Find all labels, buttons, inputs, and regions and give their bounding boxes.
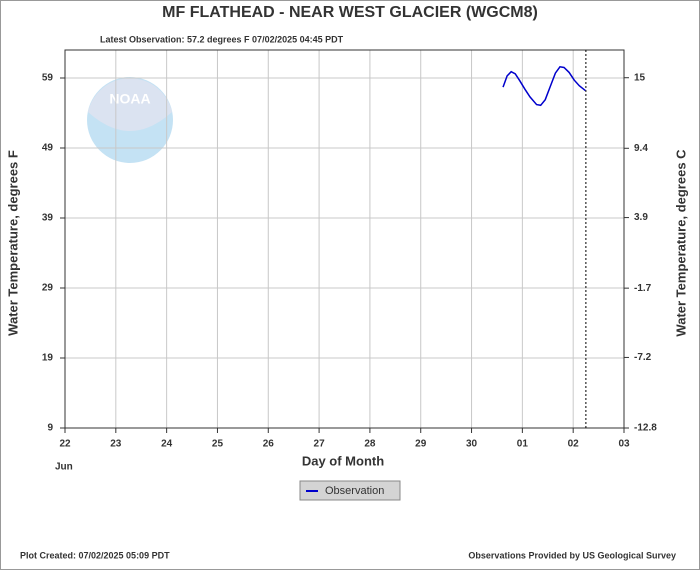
x-axis-label: Day of Month	[302, 453, 384, 468]
line-series	[502, 65, 586, 107]
x-tick-label: 26	[263, 439, 275, 450]
y2-tick-label: -1.7	[634, 283, 652, 294]
x-tick-label: 25	[212, 439, 224, 450]
y2-axis-label: Water Temperature, degrees C	[673, 149, 688, 337]
y-tick-label: 49	[42, 143, 54, 154]
y2-tick-label: -12.8	[634, 423, 657, 434]
y2-tick-label: 15	[634, 72, 646, 83]
x-tick-label: 28	[364, 439, 376, 450]
footer-right: Observations Provided by US Geological S…	[468, 550, 676, 560]
legend	[299, 480, 401, 501]
y-tick-label: 59	[42, 73, 54, 84]
chart-title: MF FLATHEAD - NEAR WEST GLACIER (WGCM8)	[162, 4, 538, 21]
y-tick-label: 19	[42, 353, 54, 364]
month-label: Jun	[55, 462, 73, 473]
logo-text: NOAA	[109, 91, 150, 107]
x-tick-label: 27	[314, 439, 326, 450]
y-tick-label: 39	[42, 213, 54, 224]
x-tick-label: 01	[517, 439, 529, 450]
y2-tick-label: -7.2	[634, 352, 652, 363]
y-tick-label: 9	[47, 423, 53, 434]
plot-border	[64, 49, 625, 429]
legend-label: Observation	[325, 485, 384, 497]
x-tick-label: 02	[568, 439, 580, 450]
y-tick-label: 29	[42, 283, 54, 294]
x-tick-label: 24	[161, 439, 173, 450]
y2-tick-label: 9.4	[634, 143, 648, 154]
x-tick-label: 29	[415, 439, 427, 450]
y-axis-label: Water Temperature, degrees F	[5, 150, 20, 336]
subtitle: Latest Observation: 57.2 degrees F 07/02…	[100, 34, 344, 44]
logo: NOAA	[87, 77, 173, 163]
x-tick-label: 30	[466, 439, 478, 450]
footer-left: Plot Created: 07/02/2025 05:09 PDT	[20, 550, 170, 560]
x-tick-label: 03	[618, 439, 630, 450]
x-tick-label: 22	[59, 439, 71, 450]
y2-tick-label: 3.9	[634, 212, 648, 223]
x-tick-label: 23	[110, 439, 122, 450]
